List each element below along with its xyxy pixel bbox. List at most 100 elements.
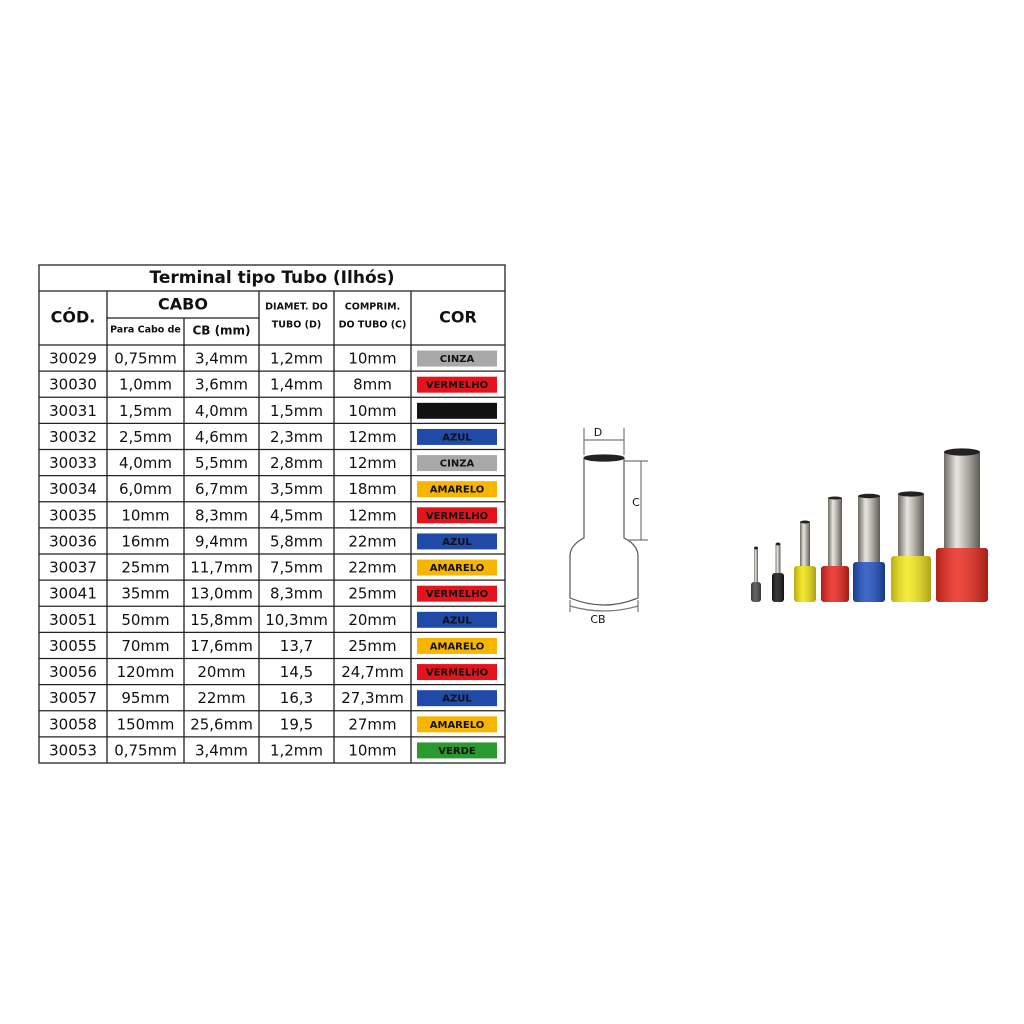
header: Para Cabo de	[110, 325, 181, 336]
ferrule-top	[775, 542, 781, 546]
cell: 30057	[49, 689, 97, 707]
color-swatch	[417, 742, 497, 759]
cell: 2,5mm	[119, 428, 172, 446]
cell: 18mm	[348, 480, 396, 498]
color-label: VERMELHO	[426, 380, 488, 391]
color-label: AMARELO	[430, 563, 484, 574]
cell: 35mm	[121, 585, 169, 603]
cell: 7,5mm	[270, 559, 323, 577]
cell: 13,0mm	[190, 585, 253, 603]
ferrule-tube	[898, 494, 924, 560]
cell: 30030	[49, 376, 97, 394]
ferrule-top	[754, 546, 758, 550]
cell: 2,8mm	[270, 454, 323, 472]
header: COR	[439, 308, 477, 327]
color-label: AZUL	[442, 537, 472, 548]
color-label: VERMELHO	[426, 511, 488, 522]
cell: 30035	[49, 506, 97, 524]
cell: 120mm	[117, 663, 175, 681]
color-swatch	[417, 637, 497, 654]
color-swatch	[417, 716, 497, 733]
ferrule-shade	[853, 562, 885, 602]
color-label: PRETO	[438, 406, 475, 417]
cell: 27mm	[348, 715, 396, 733]
color-label: AZUL	[442, 615, 472, 626]
cell: 6,7mm	[195, 480, 248, 498]
cell: 30053	[49, 741, 97, 759]
cell: 30041	[49, 585, 97, 603]
cell: 22mm	[348, 559, 396, 577]
ferrule-photo	[751, 448, 988, 602]
cell: 9,4mm	[195, 532, 248, 550]
color-swatch	[417, 376, 497, 393]
cell: 13,7	[280, 637, 313, 655]
cell: 27,3mm	[341, 689, 404, 707]
cell: 25,6mm	[190, 715, 253, 733]
cell: 5,5mm	[195, 454, 248, 472]
cell: 3,6mm	[195, 376, 248, 394]
color-swatch	[417, 428, 497, 445]
cell: 17,6mm	[190, 637, 253, 655]
header: DO TUBO (C)	[339, 320, 407, 331]
table: Terminal tipo Tubo (Ilhós) CÓD. CABO Para C…	[38, 264, 506, 764]
color-label: CINZA	[440, 354, 475, 365]
cell: 24,7mm	[341, 663, 404, 681]
color-swatch	[417, 455, 497, 472]
cell: 10mm	[348, 350, 396, 368]
ferrule-tube	[944, 452, 980, 552]
cell: 22mm	[197, 689, 245, 707]
color-label: AMARELO	[430, 720, 484, 731]
cell: 20mm	[348, 611, 396, 629]
cell: 22mm	[348, 532, 396, 550]
ferrule-shade	[821, 566, 849, 602]
cell: 30033	[49, 454, 97, 472]
cell: 25mm	[348, 585, 396, 603]
cell: 8mm	[353, 376, 392, 394]
ferrule-tube	[775, 544, 781, 577]
color-label: AMARELO	[430, 641, 484, 652]
ferrule-top	[800, 520, 810, 524]
header: CB (mm)	[192, 324, 250, 338]
label-c: C	[632, 496, 640, 509]
cell: 11,7mm	[190, 559, 253, 577]
header: CABO	[158, 295, 208, 314]
cell: 25mm	[121, 559, 169, 577]
cell: 12mm	[348, 506, 396, 524]
ferrule-top	[828, 496, 842, 500]
cell: 0,75mm	[114, 350, 177, 368]
cell: 50mm	[121, 611, 169, 629]
cell: 2,3mm	[270, 428, 323, 446]
color-label: CINZA	[440, 459, 475, 470]
color-label: AMARELO	[430, 485, 484, 496]
cell: 30034	[49, 480, 97, 498]
color-swatch	[417, 481, 497, 498]
cell: 16,3	[280, 689, 313, 707]
color-swatch	[417, 690, 497, 707]
cell: 1,2mm	[270, 741, 323, 759]
cell: 30032	[49, 428, 97, 446]
ferrule-tube	[800, 522, 810, 570]
color-label: AZUL	[442, 432, 472, 443]
cell: 5,8mm	[270, 532, 323, 550]
color-swatch	[417, 664, 497, 681]
color-swatch	[417, 350, 497, 367]
cell: 30037	[49, 559, 97, 577]
cell: 95mm	[121, 689, 169, 707]
color-label: VERMELHO	[426, 668, 488, 679]
cell: 16mm	[121, 532, 169, 550]
ferrule-shade	[891, 556, 931, 602]
ferrule-top	[898, 491, 924, 497]
ferrule-shade	[794, 566, 816, 602]
color-swatch	[417, 533, 497, 550]
cell: 4,6mm	[195, 428, 248, 446]
cell: 10mm	[348, 741, 396, 759]
cell: 0,75mm	[114, 741, 177, 759]
header: TUBO (D)	[272, 320, 321, 331]
cell: 30051	[49, 611, 97, 629]
cell: 25mm	[348, 637, 396, 655]
cell: 1,2mm	[270, 350, 323, 368]
cell: 8,3mm	[195, 506, 248, 524]
color-swatch	[417, 507, 497, 524]
color-label: VERDE	[438, 746, 476, 757]
cell: 4,0mm	[195, 402, 248, 420]
